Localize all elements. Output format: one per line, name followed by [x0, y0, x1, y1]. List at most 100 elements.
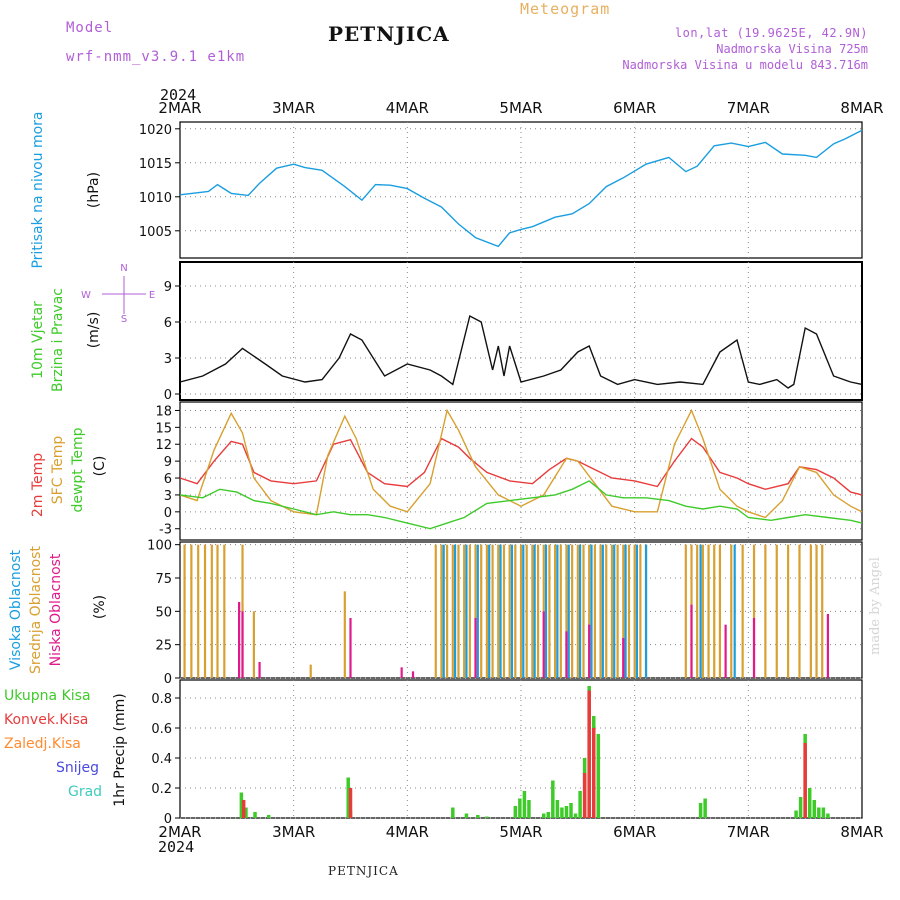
- data-bar: [241, 800, 246, 818]
- y-tick-label: 1005: [139, 225, 172, 240]
- data-bar: [787, 544, 790, 678]
- data-bar: [596, 734, 601, 818]
- footer-station: PETNJICA: [328, 864, 399, 878]
- data-bar: [576, 544, 579, 678]
- data-bar: [513, 806, 518, 818]
- data-bar: [639, 544, 642, 678]
- data-bar: [453, 544, 457, 678]
- data-bar: [616, 544, 619, 678]
- data-bar: [565, 544, 568, 678]
- data-bar: [564, 806, 569, 818]
- legend-item: Grad: [68, 784, 102, 800]
- data-bar: [440, 544, 443, 678]
- data-bar: [798, 797, 803, 818]
- data-bar: [588, 544, 591, 678]
- data-bar: [238, 602, 241, 678]
- data-bar: [541, 813, 546, 818]
- legend-item: Snijeg: [56, 760, 99, 776]
- data-bar: [752, 544, 756, 678]
- top-date-label: 7MAR: [727, 99, 770, 117]
- data-bar: [764, 544, 767, 678]
- data-bar: [451, 807, 455, 818]
- data-bar: [411, 671, 415, 678]
- data-bar: [698, 803, 703, 818]
- data-bar: [556, 544, 559, 678]
- y-axis-unit: (m/s): [86, 312, 102, 349]
- y-tick-label: 100: [147, 539, 172, 554]
- year-bottom-label: 2024: [158, 838, 195, 856]
- y-axis-title: Srednja Oblacnost: [28, 546, 44, 674]
- data-bar: [809, 544, 812, 678]
- y-tick-label: 18: [155, 404, 172, 419]
- data-bar: [346, 777, 350, 818]
- data-bar: [239, 792, 244, 818]
- data-bar: [565, 631, 568, 678]
- data-bar: [605, 544, 608, 678]
- data-bar: [519, 544, 523, 678]
- data-bar: [699, 544, 702, 678]
- series-line: [179, 480, 863, 530]
- y-axis-title: dewpt Temp: [70, 427, 86, 512]
- data-bar: [587, 690, 591, 818]
- data-bar: [241, 611, 244, 678]
- y-axis-unit: (hPa): [86, 172, 102, 208]
- y-tick-label: 15: [155, 421, 172, 436]
- data-bar: [223, 544, 226, 678]
- data-bar: [624, 544, 627, 678]
- data-bar: [588, 624, 591, 678]
- data-bar: [718, 544, 722, 678]
- data-bar: [533, 544, 536, 678]
- data-bar: [476, 815, 480, 818]
- y-tick-label: 0.6: [151, 722, 172, 737]
- data-bar: [525, 544, 528, 678]
- data-bar: [703, 798, 707, 818]
- data-bar: [488, 544, 491, 678]
- data-bar: [252, 611, 255, 678]
- data-bar: [451, 544, 454, 678]
- compass-e: E: [149, 290, 155, 301]
- data-bar: [510, 544, 514, 678]
- data-bar: [502, 544, 506, 678]
- top-date-label: 2MAR: [158, 99, 201, 117]
- y-tick-label: 12: [155, 438, 172, 453]
- data-bar: [508, 544, 511, 678]
- data-bar: [730, 544, 733, 678]
- data-bar: [569, 803, 573, 818]
- y-axis-title: SFC Temp: [50, 436, 66, 505]
- data-bar: [463, 544, 466, 678]
- data-bar: [203, 544, 207, 678]
- panel-4: 0 25 50 75 100: [147, 539, 863, 687]
- data-bar: [807, 788, 812, 818]
- data-bar: [803, 743, 807, 818]
- series-line: [179, 408, 863, 519]
- data-bar: [741, 544, 744, 678]
- y-axis-title: Visoka Oblacnost: [8, 549, 24, 670]
- data-bar: [599, 544, 602, 678]
- y-axis-title: Brzina i Pravac: [50, 288, 66, 392]
- data-bar: [701, 544, 704, 678]
- y-axis-title: 2m Temp: [30, 453, 46, 517]
- data-bar: [593, 544, 596, 678]
- data-bar: [775, 544, 778, 678]
- data-bar: [522, 791, 527, 818]
- station-title: PETNJICA: [328, 22, 450, 46]
- data-bar: [464, 813, 469, 818]
- data-bar: [633, 544, 636, 678]
- y-tick-label: 1020: [139, 123, 172, 138]
- data-bar: [627, 544, 631, 678]
- data-bar: [491, 544, 494, 678]
- data-bar: [522, 544, 525, 678]
- data-bar: [253, 812, 257, 818]
- data-bar: [817, 807, 821, 818]
- data-bar: [826, 614, 829, 678]
- y-tick-label: 9: [164, 455, 172, 470]
- y-axis-title: Pritisak na nivou mora: [30, 111, 46, 268]
- meteogram-label: Meteogram: [520, 0, 611, 18]
- data-bar: [696, 544, 699, 678]
- data-bar: [826, 813, 830, 818]
- y-tick-label: 6: [164, 316, 172, 331]
- data-bar: [343, 591, 346, 678]
- series-line: [179, 437, 863, 496]
- bottom-date-label: 7MAR: [727, 823, 770, 841]
